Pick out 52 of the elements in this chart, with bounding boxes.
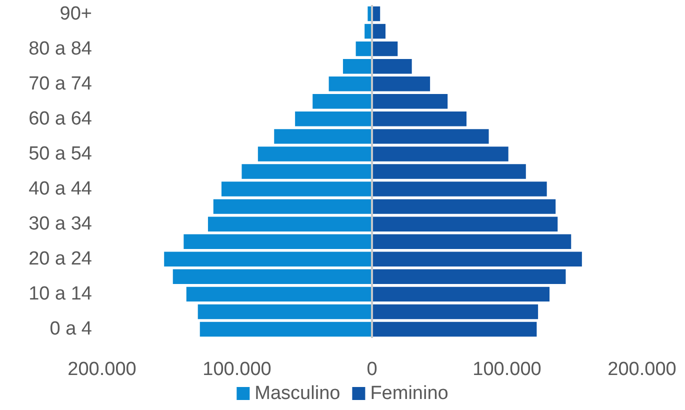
bar — [213, 199, 372, 214]
y-tick-label: 30 a 34 — [28, 214, 92, 235]
y-tick-label: 80 a 84 — [28, 38, 92, 60]
bar — [186, 286, 372, 302]
bar — [372, 182, 547, 196]
x-tick-label: 100.000 — [202, 359, 272, 380]
y-tick-label: 10 a 14 — [28, 284, 92, 305]
y-tick-label: 20 a 24 — [28, 248, 92, 270]
bar — [372, 216, 558, 232]
bar — [164, 252, 372, 266]
bar — [200, 322, 372, 337]
y-tick-label: 90+ — [60, 3, 92, 24]
bar — [342, 58, 372, 74]
bar — [312, 94, 372, 109]
bar — [356, 41, 372, 56]
bar — [372, 112, 466, 126]
bar — [372, 199, 556, 214]
bar — [372, 252, 582, 266]
bar — [221, 182, 372, 196]
bar — [372, 164, 526, 179]
y-tick-label: 0 a 4 — [50, 318, 92, 340]
bar — [372, 146, 508, 162]
x-tick-label: 200.000 — [608, 359, 676, 380]
y-tick-label: 60 a 64 — [28, 108, 92, 130]
bar — [242, 164, 372, 179]
bar — [295, 112, 372, 126]
x-tick-label: 0 — [366, 359, 378, 380]
bar — [372, 234, 572, 249]
bar — [372, 58, 412, 74]
bar — [372, 41, 398, 56]
x-tick-label: 200.000 — [68, 359, 136, 380]
bar — [274, 129, 372, 144]
bar — [372, 94, 448, 109]
x-tick-label: 100.000 — [472, 359, 542, 380]
bar — [328, 76, 372, 92]
bar — [372, 286, 550, 302]
bar — [372, 24, 386, 39]
y-tick-label: 50 a 54 — [28, 143, 92, 164]
bar — [184, 234, 372, 249]
y-tick-label: 40 a 44 — [28, 178, 92, 200]
legend-label: Masculino — [254, 383, 340, 404]
bar — [372, 76, 430, 92]
y-tick-label: 70 a 74 — [28, 73, 92, 94]
bar — [258, 146, 372, 162]
legend-label: Feminino — [370, 383, 448, 404]
bar — [208, 216, 372, 232]
bar — [372, 322, 537, 337]
bar — [372, 304, 538, 320]
bar — [172, 269, 372, 284]
bar — [198, 304, 372, 320]
bar — [372, 269, 566, 284]
bar — [372, 129, 489, 144]
